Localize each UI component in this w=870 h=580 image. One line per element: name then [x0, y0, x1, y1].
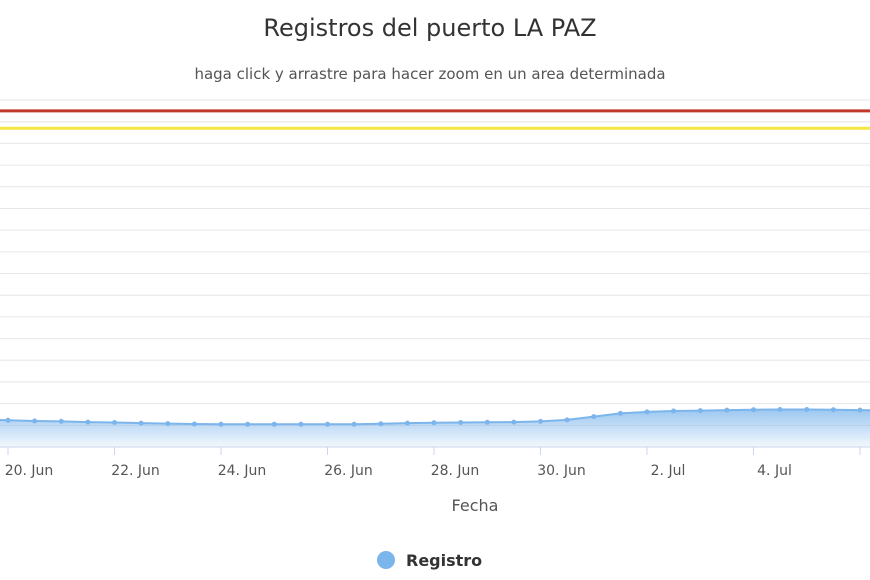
data-point[interactable] — [617, 410, 623, 416]
legend-marker-registro[interactable] — [377, 551, 395, 569]
series-line — [0, 408, 870, 426]
data-point[interactable] — [564, 417, 570, 423]
series-area — [0, 409, 870, 447]
x-tick-label: 4. Jul — [757, 463, 792, 479]
x-tick-label: 28. Jun — [431, 463, 480, 479]
data-point[interactable] — [857, 407, 863, 413]
data-point[interactable] — [431, 420, 437, 426]
x-tick-label: 26. Jun — [324, 463, 373, 479]
reference-lines — [0, 109, 870, 130]
data-point[interactable] — [777, 407, 783, 412]
x-tick-label: 22. Jun — [111, 463, 160, 479]
x-axis: 20. Jun 22. Jun 24. Jun 26. Jun 28. Jun 30. J… — [5, 447, 861, 479]
data-point[interactable] — [538, 418, 543, 424]
data-point[interactable] — [298, 421, 304, 427]
data-point[interactable] — [830, 407, 836, 413]
data-point[interactable] — [644, 409, 650, 415]
legend[interactable]: Registro — [377, 551, 482, 570]
data-point[interactable] — [484, 419, 490, 425]
data-point[interactable] — [271, 421, 277, 427]
data-point[interactable] — [32, 418, 38, 424]
data-point[interactable] — [404, 420, 410, 426]
data-point[interactable] — [58, 418, 64, 424]
x-tick-label: 30. Jun — [537, 463, 586, 479]
data-point[interactable] — [591, 414, 597, 420]
plot-area[interactable] — [0, 407, 870, 447]
data-point[interactable] — [138, 420, 144, 426]
data-point[interactable] — [165, 421, 171, 427]
data-point[interactable] — [511, 419, 517, 425]
data-point[interactable] — [85, 419, 91, 425]
data-point[interactable] — [458, 420, 464, 425]
chart-title: Registros del puerto LA PAZ — [263, 14, 596, 42]
data-point[interactable] — [112, 420, 117, 425]
x-tick-label: 24. Jun — [218, 463, 267, 479]
x-tick-label: 20. Jun — [5, 463, 54, 479]
x-axis-title: Fecha — [452, 496, 499, 515]
data-point[interactable] — [697, 408, 703, 414]
data-point[interactable] — [378, 421, 384, 427]
data-point[interactable] — [218, 421, 224, 427]
data-point[interactable] — [351, 421, 357, 427]
x-tick-label: 2. Jul — [651, 463, 686, 479]
data-point[interactable] — [5, 417, 11, 423]
gridlines — [0, 99, 870, 426]
data-point[interactable] — [325, 421, 330, 427]
data-point[interactable] — [245, 421, 251, 427]
legend-label-registro[interactable]: Registro — [406, 551, 482, 570]
data-point[interactable] — [671, 408, 677, 414]
data-point[interactable] — [751, 407, 756, 413]
data-point[interactable] — [804, 407, 810, 412]
chart-subtitle: haga click y arrastre para hacer zoom en… — [194, 65, 665, 83]
data-point[interactable] — [191, 421, 197, 427]
data-point[interactable] — [724, 407, 730, 413]
